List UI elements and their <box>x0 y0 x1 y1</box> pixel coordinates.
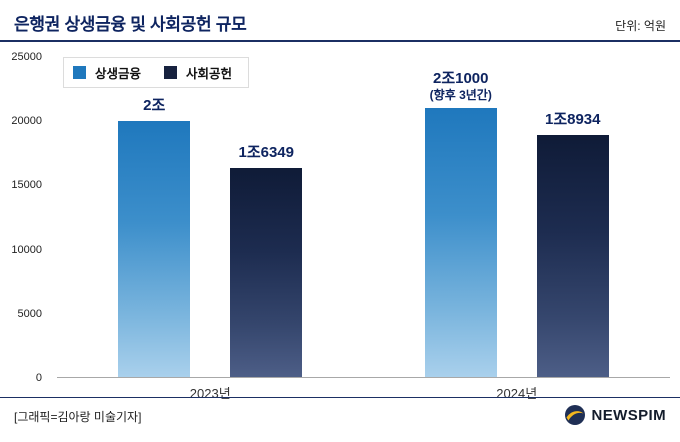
newspim-logo: NEWSPIM <box>564 404 666 426</box>
plot-area: 상생금융 사회공헌 2조 1조6349 2조1000 (향후 <box>57 57 670 378</box>
x-label-2023: 2023년 <box>189 386 231 401</box>
x-axis-labels: 2023년 2024년 <box>57 383 670 402</box>
bar-column-2024-sangsaeng: 2조1000 (향후 3년간) <box>424 57 497 377</box>
value-label-2023-sangsaeng: 2조 <box>143 97 166 114</box>
bar-2023-sangsaeng <box>118 121 191 377</box>
y-tick-25000: 25000 <box>11 51 42 63</box>
legend-label-sangsaeng: 상생금융 <box>95 67 142 81</box>
bar-2023-sahoegongheon <box>230 167 303 377</box>
y-tick-10000: 10000 <box>11 243 42 256</box>
newspim-logo-text: NEWSPIM <box>591 406 666 424</box>
value-label-2024-sahoegongheon: 1조8934 <box>544 110 601 128</box>
value-label-2024-sangsaeng-main: 2조1000 <box>432 69 489 87</box>
y-tick-20000: 20000 <box>11 115 42 128</box>
value-label-2023-sahoegongheon: 1조6349 <box>238 143 294 161</box>
bar-column-2024-sahoegongheon: 1조8934 <box>536 57 609 377</box>
unit-label: 단위: 억원 <box>615 19 666 33</box>
footer-divider <box>0 397 680 398</box>
legend-swatch-sahoegongheon <box>164 66 178 79</box>
y-tick-0: 0 <box>35 372 42 384</box>
category-group-2023: 2조 1조6349 <box>118 57 303 377</box>
bar-groups: 2조 1조6349 2조1000 (향후 3년간) 1조8934 <box>57 57 670 377</box>
title-divider <box>0 40 680 42</box>
y-axis: 25000 20000 15000 10000 5000 0 <box>0 51 48 384</box>
bar-2024-sangsaeng <box>424 108 497 377</box>
y-tick-5000: 5000 <box>17 307 42 320</box>
value-label-2024-sangsaeng: 2조1000 (향후 3년간) <box>430 70 492 102</box>
bar-column-2023-sahoegongheon: 1조6349 <box>230 57 303 377</box>
y-tick-15000: 15000 <box>11 179 42 192</box>
annotation-next-3-years: (향후 3년간) <box>429 87 492 102</box>
graphic-credit: [그래픽=김아랑 미술기자] <box>14 410 142 424</box>
legend-swatch-sangsaeng <box>73 66 86 79</box>
bar-2024-sahoegongheon <box>536 134 609 377</box>
chart-legend: 상생금융 사회공헌 <box>63 57 250 88</box>
bar-column-2023-sangsaeng: 2조 <box>118 57 191 377</box>
newspim-logo-icon <box>564 405 585 425</box>
category-group-2024: 2조1000 (향후 3년간) 1조8934 <box>424 57 609 377</box>
x-label-2024: 2024년 <box>496 386 538 401</box>
page-title: 은행권 상생금융 및 사회공헌 규모 <box>14 15 247 34</box>
legend-label-sahoegongheon: 사회공헌 <box>186 67 233 81</box>
